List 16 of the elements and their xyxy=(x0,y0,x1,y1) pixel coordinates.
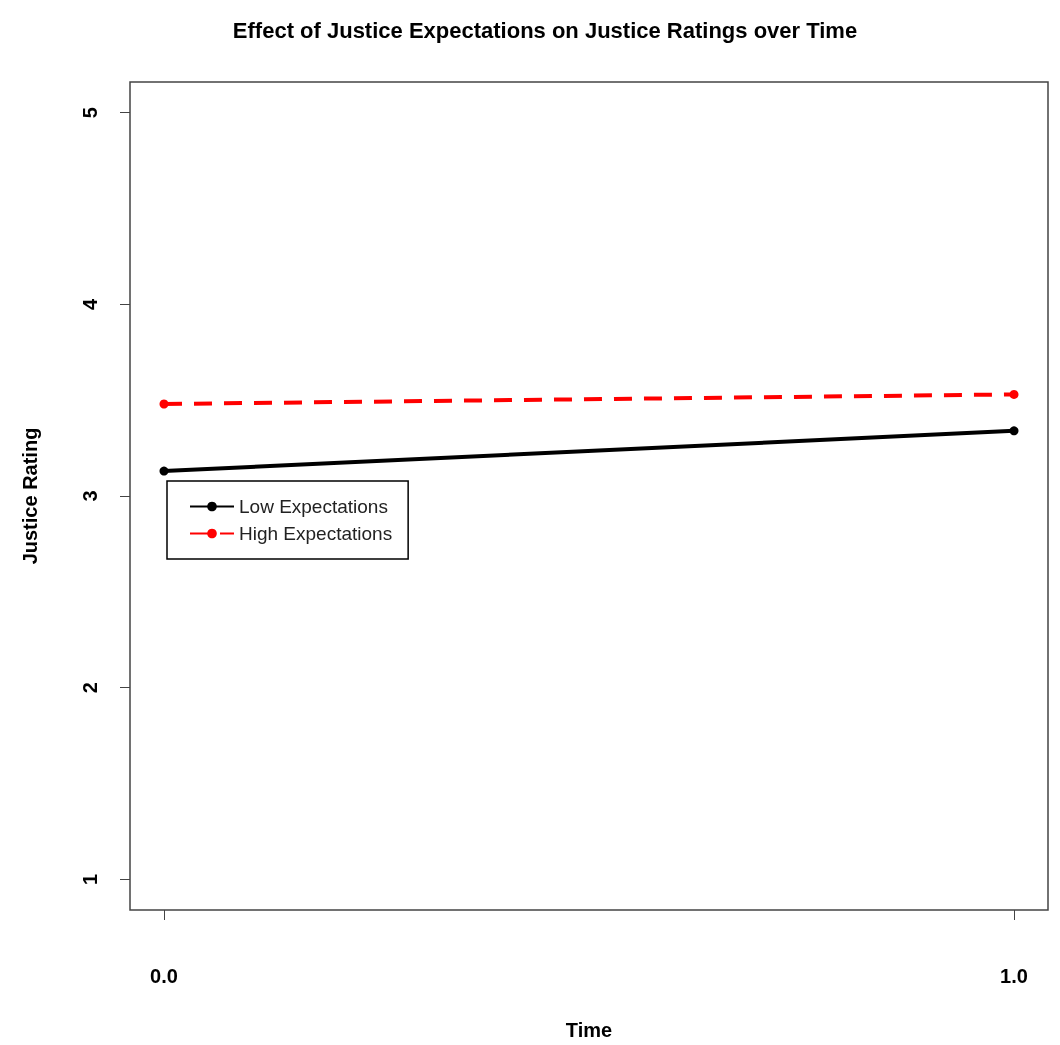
y-tick-label: 1 xyxy=(79,873,101,885)
x-axis-title: Time xyxy=(565,1019,613,1041)
point xyxy=(1009,389,1019,399)
legend-label: High Expectations xyxy=(239,523,393,544)
x-tick-label: 0.0 xyxy=(150,965,178,987)
y-tick-label: 4 xyxy=(79,297,101,310)
point xyxy=(159,399,169,409)
chart-title: Effect of Justice Expectations on Justice Ratings over Time xyxy=(232,17,858,43)
point xyxy=(159,466,169,476)
x-tick-label: 1.0 xyxy=(1000,965,1028,987)
y-tick-label: 5 xyxy=(79,107,101,119)
y-axis-title: Justice Rating xyxy=(19,427,41,565)
point xyxy=(1009,426,1019,436)
y-tick-label: 3 xyxy=(79,490,101,502)
y-tick-label: 2 xyxy=(79,682,101,694)
legend-label: Low Expectations xyxy=(239,496,388,517)
